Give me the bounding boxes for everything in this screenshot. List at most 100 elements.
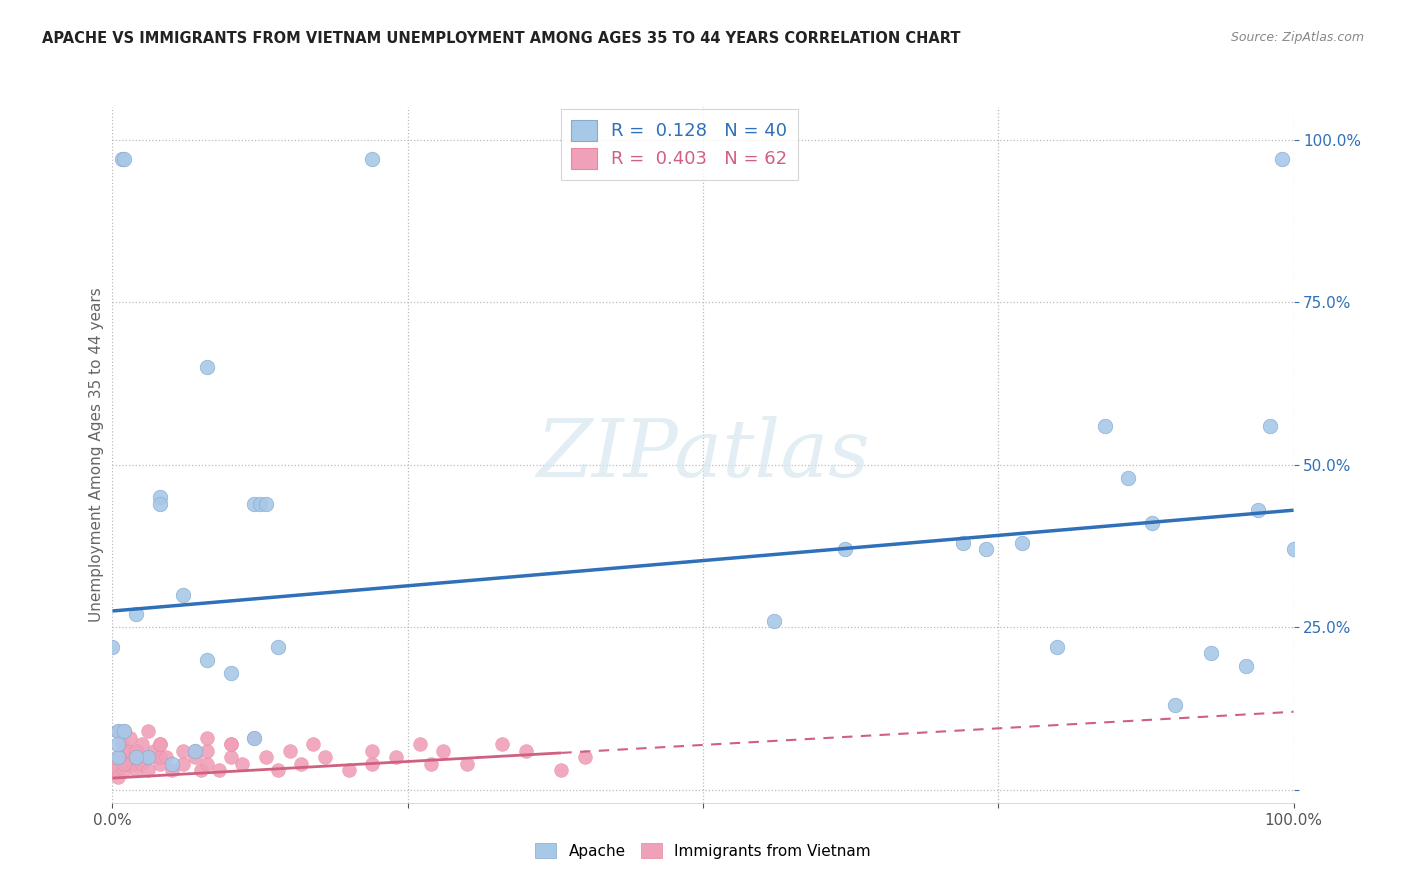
Point: [254, 497, 277, 511]
Point: [515, 744, 537, 758]
Point: [243, 731, 266, 745]
Point: [243, 497, 266, 511]
Point: [254, 750, 277, 764]
Point: [1046, 640, 1069, 654]
Point: [125, 750, 148, 764]
Point: [172, 588, 194, 602]
Text: ZIPatlas: ZIPatlas: [536, 417, 870, 493]
Point: [1282, 542, 1305, 557]
Point: [219, 750, 242, 764]
Point: [361, 756, 384, 771]
Point: [184, 744, 207, 758]
Point: [361, 744, 384, 758]
Point: [408, 737, 430, 751]
Point: [172, 756, 194, 771]
Point: [149, 750, 172, 764]
Point: [108, 750, 131, 764]
Point: [112, 744, 135, 758]
Point: [112, 152, 135, 166]
Point: [243, 731, 266, 745]
Point: [136, 750, 159, 764]
Point: [101, 640, 124, 654]
Point: [112, 724, 135, 739]
Point: [249, 497, 271, 511]
Point: [834, 542, 856, 557]
Point: [952, 535, 974, 549]
Point: [125, 750, 148, 764]
Point: [574, 750, 596, 764]
Point: [120, 744, 142, 758]
Point: [160, 764, 183, 778]
Point: [149, 756, 172, 771]
Point: [195, 731, 218, 745]
Point: [112, 724, 135, 739]
Point: [267, 640, 290, 654]
Point: [1094, 418, 1116, 433]
Point: [107, 737, 129, 751]
Point: [420, 756, 443, 771]
Point: [131, 737, 153, 751]
Text: APACHE VS IMMIGRANTS FROM VIETNAM UNEMPLOYMENT AMONG AGES 35 TO 44 YEARS CORRELA: APACHE VS IMMIGRANTS FROM VIETNAM UNEMPL…: [42, 31, 960, 46]
Point: [278, 744, 301, 758]
Point: [155, 750, 177, 764]
Point: [762, 614, 785, 628]
Y-axis label: Unemployment Among Ages 35 to 44 years: Unemployment Among Ages 35 to 44 years: [89, 287, 104, 623]
Point: [231, 756, 253, 771]
Point: [101, 756, 124, 771]
Point: [125, 764, 148, 778]
Point: [184, 750, 207, 764]
Point: [456, 756, 478, 771]
Point: [1164, 698, 1187, 713]
Point: [172, 744, 194, 758]
Point: [107, 724, 129, 739]
Point: [107, 770, 129, 784]
Point: [115, 756, 138, 771]
Point: [184, 744, 207, 758]
Point: [1258, 418, 1281, 433]
Point: [195, 653, 218, 667]
Point: [149, 737, 172, 751]
Point: [142, 744, 165, 758]
Point: [1234, 659, 1257, 673]
Point: [131, 756, 153, 771]
Point: [302, 737, 325, 751]
Point: [1140, 516, 1163, 531]
Point: [1271, 152, 1294, 166]
Point: [219, 737, 242, 751]
Point: [1011, 535, 1033, 549]
Point: [361, 152, 384, 166]
Point: [195, 756, 218, 771]
Point: [136, 764, 159, 778]
Point: [149, 490, 172, 504]
Point: [136, 750, 159, 764]
Point: [125, 744, 148, 758]
Point: [337, 764, 360, 778]
Point: [112, 764, 135, 778]
Point: [107, 750, 129, 764]
Point: [195, 744, 218, 758]
Point: [491, 737, 513, 751]
Point: [432, 744, 454, 758]
Point: [290, 756, 312, 771]
Point: [125, 607, 148, 622]
Point: [195, 360, 218, 375]
Point: [160, 756, 183, 771]
Point: [1116, 471, 1139, 485]
Point: [111, 737, 134, 751]
Point: [120, 731, 142, 745]
Point: [111, 152, 134, 166]
Text: Source: ZipAtlas.com: Source: ZipAtlas.com: [1230, 31, 1364, 45]
Point: [112, 756, 135, 771]
Point: [107, 750, 129, 764]
Point: [122, 756, 145, 771]
Point: [1247, 503, 1270, 517]
Point: [385, 750, 408, 764]
Point: [105, 764, 128, 778]
Point: [208, 764, 231, 778]
Point: [976, 542, 998, 557]
Point: [190, 764, 212, 778]
Point: [107, 724, 129, 739]
Point: [136, 724, 159, 739]
Point: [550, 764, 572, 778]
Point: [149, 737, 172, 751]
